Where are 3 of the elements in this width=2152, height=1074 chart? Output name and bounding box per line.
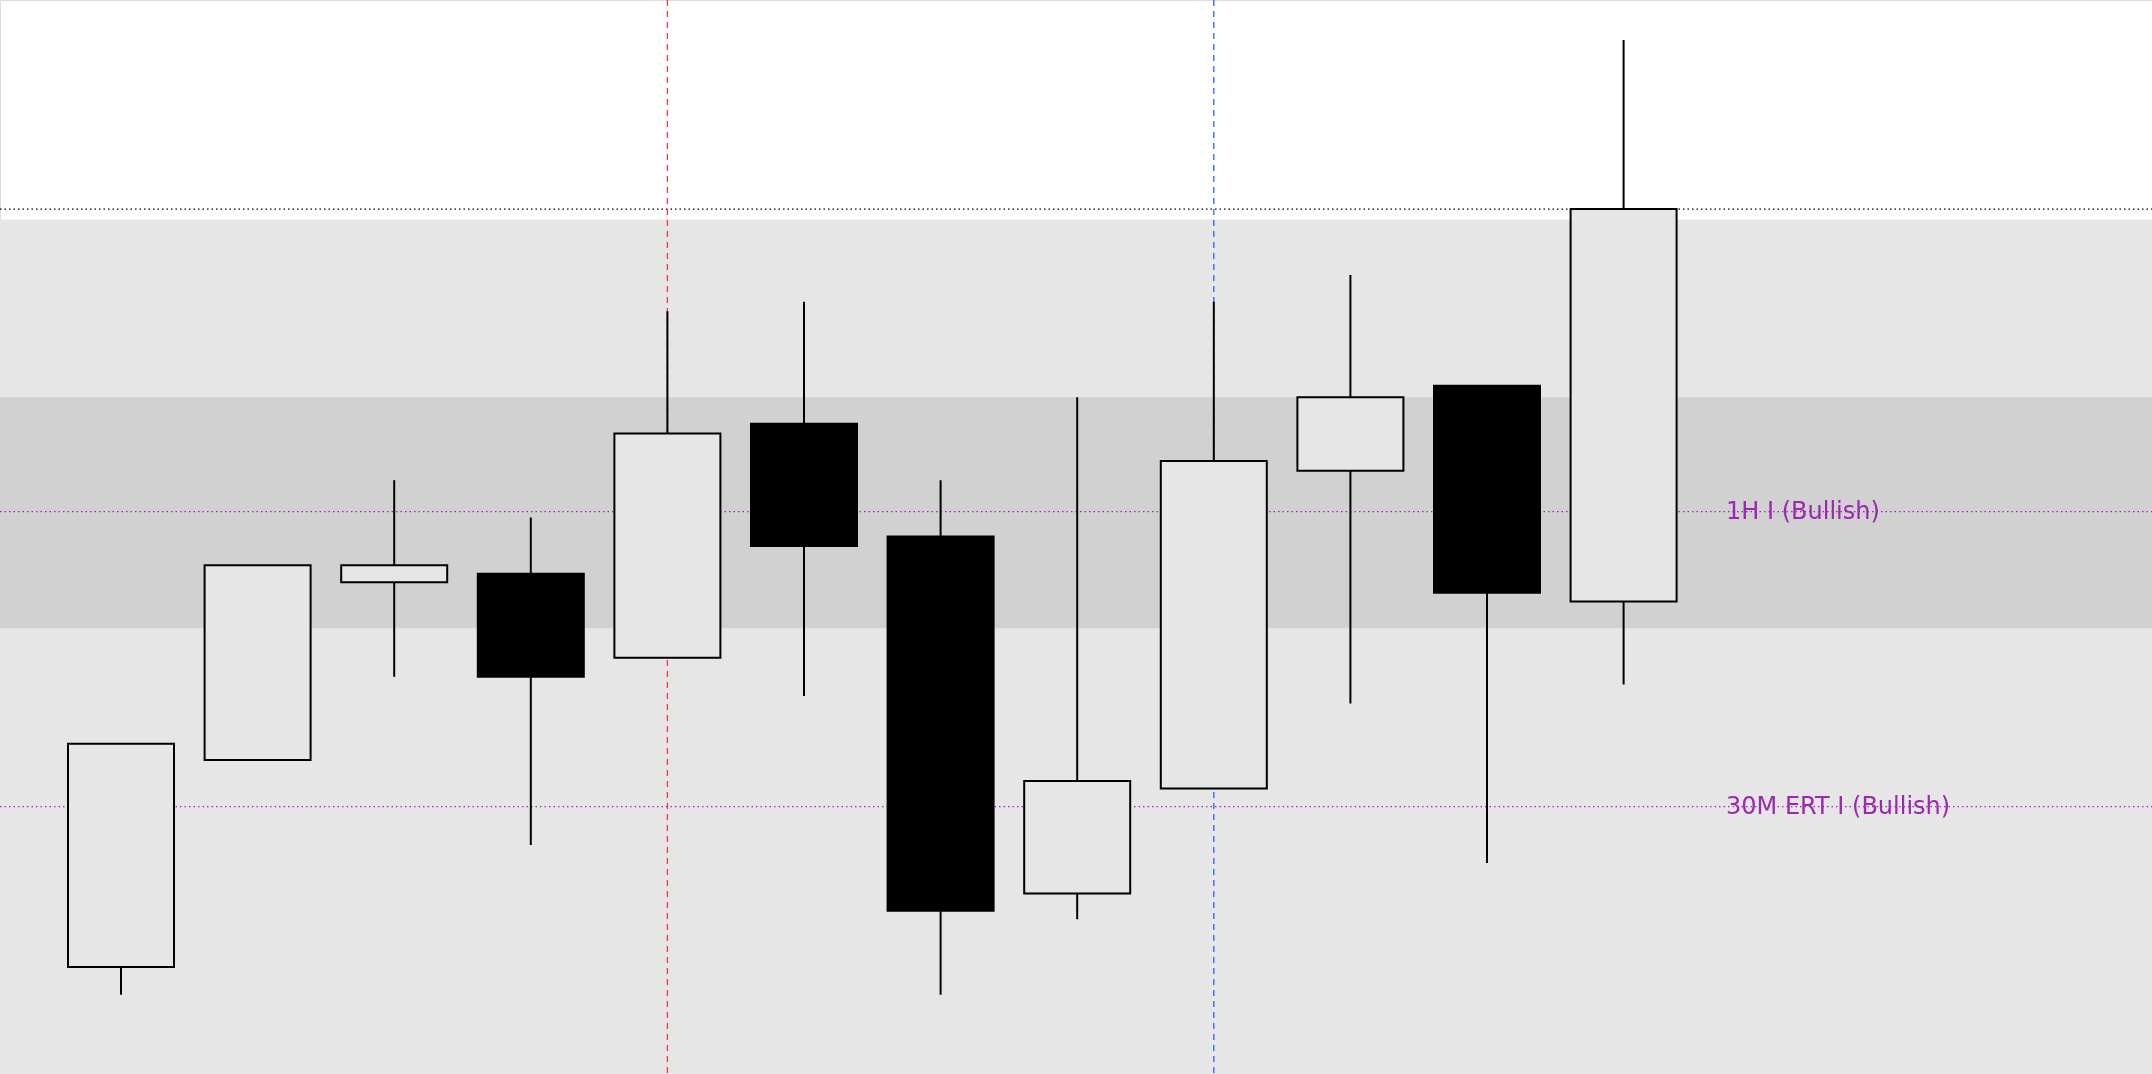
candlestick <box>340 479 449 678</box>
ref-line-label: 1H I (Bullish) <box>1726 496 1880 525</box>
ref-line-label: 30M ERT I (Bullish) <box>1726 791 1951 820</box>
